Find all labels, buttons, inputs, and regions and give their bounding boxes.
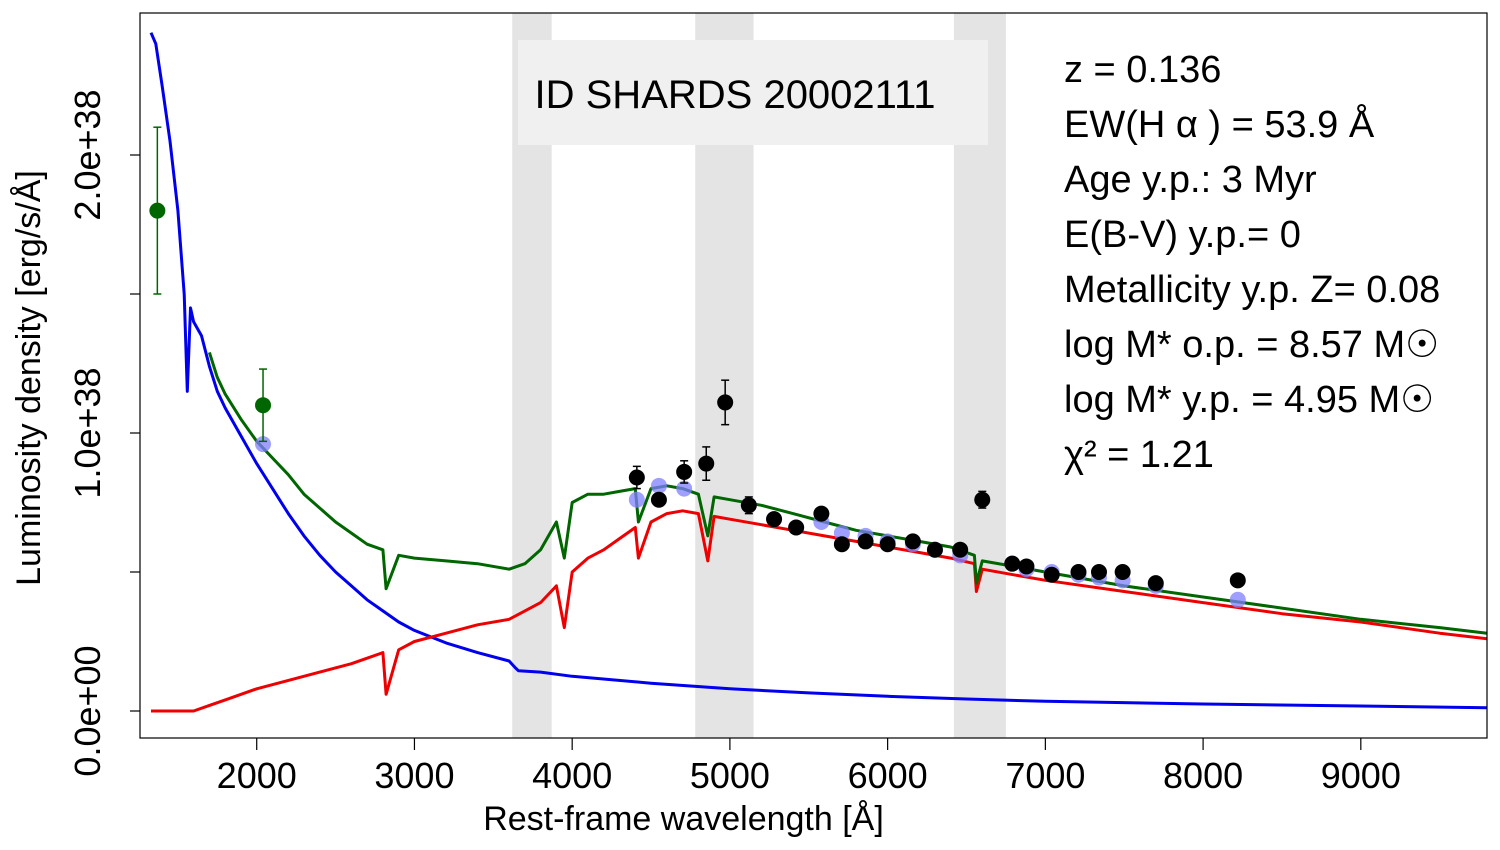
observed-point xyxy=(1090,564,1107,580)
x-tick-label: 2000 xyxy=(217,755,297,796)
model-point xyxy=(650,477,667,494)
observed-point xyxy=(1043,566,1060,583)
info-line: log M* y.p. = 4.95 M☉ xyxy=(1064,379,1434,421)
observed-point xyxy=(676,463,693,480)
young-population-line xyxy=(149,32,1488,710)
observed-point xyxy=(149,202,166,219)
model-point xyxy=(833,525,850,542)
observed-point xyxy=(1229,572,1246,589)
info-line: E(B-V) y.p.= 0 xyxy=(1064,214,1301,256)
x-tick-label: 6000 xyxy=(848,755,928,796)
observed-point xyxy=(879,536,896,553)
chart-title: ID SHARDS 20002111 xyxy=(535,73,936,117)
y-tick-label: 1.0e+38 xyxy=(67,367,108,498)
plot-frame xyxy=(139,12,1488,739)
observed-point xyxy=(740,497,757,514)
info-line: χ² = 1.21 xyxy=(1064,434,1214,476)
model-lines xyxy=(149,32,1488,713)
old-population-line xyxy=(151,509,1488,713)
observed-point xyxy=(813,505,830,522)
observed-point xyxy=(1147,575,1164,592)
info-line: EW(H α ) = 53.9 Å xyxy=(1064,102,1375,146)
observed-point xyxy=(1004,555,1021,572)
observed-point xyxy=(788,519,805,536)
x-tick-label: 9000 xyxy=(1321,755,1401,796)
x-axis-title: Rest-frame wavelength [Å] xyxy=(483,800,884,838)
model-point xyxy=(676,480,693,497)
observed-point xyxy=(650,491,667,508)
observed-point xyxy=(1070,564,1087,580)
y-tick-label: 0.0e+00 xyxy=(67,645,108,776)
info-line: z = 0.136 xyxy=(1064,49,1221,91)
info-line: log M* o.p. = 8.57 M☉ xyxy=(1064,324,1439,366)
observed-point xyxy=(1114,564,1131,580)
observed-point xyxy=(698,455,715,472)
photometry-points xyxy=(149,126,1246,608)
x-tick-label: 4000 xyxy=(532,755,612,796)
total-model-line xyxy=(207,351,1488,635)
title-group: ID SHARDS 20002111 xyxy=(518,40,988,145)
model-point xyxy=(255,436,272,453)
info-line: Metallicity y.p. Z= 0.08 xyxy=(1064,269,1440,311)
y-tick-label: 2.0e+38 xyxy=(67,89,108,220)
observed-point xyxy=(904,533,921,550)
x-tick-label: 3000 xyxy=(374,755,454,796)
observed-point xyxy=(1018,558,1035,575)
x-tick-label: 7000 xyxy=(1005,755,1085,796)
x-tick-label: 5000 xyxy=(690,755,770,796)
x-tick-label: 8000 xyxy=(1163,755,1243,796)
info-line: Age y.p.: 3 Myr xyxy=(1064,159,1317,201)
model-point xyxy=(628,491,645,508)
observed-point xyxy=(974,491,991,508)
fit-info: z = 0.136 EW(H α ) = 53.9 Å Age y.p.: 3 My… xyxy=(1064,49,1440,476)
observed-point xyxy=(857,533,874,550)
observed-point xyxy=(717,394,734,411)
observed-point xyxy=(833,536,850,553)
y-axis-title: Luminosity density [erg/s/Å] xyxy=(10,170,48,586)
title-background xyxy=(518,40,988,145)
model-point xyxy=(1229,591,1246,608)
observed-point xyxy=(255,397,272,414)
observed-point xyxy=(952,541,969,558)
observed-point xyxy=(628,469,645,486)
observed-point xyxy=(766,511,783,528)
observed-point xyxy=(926,541,943,558)
axes: 2000 3000 4000 5000 6000 7000 8000 9000 0.0e+00 1… xyxy=(10,12,1488,838)
